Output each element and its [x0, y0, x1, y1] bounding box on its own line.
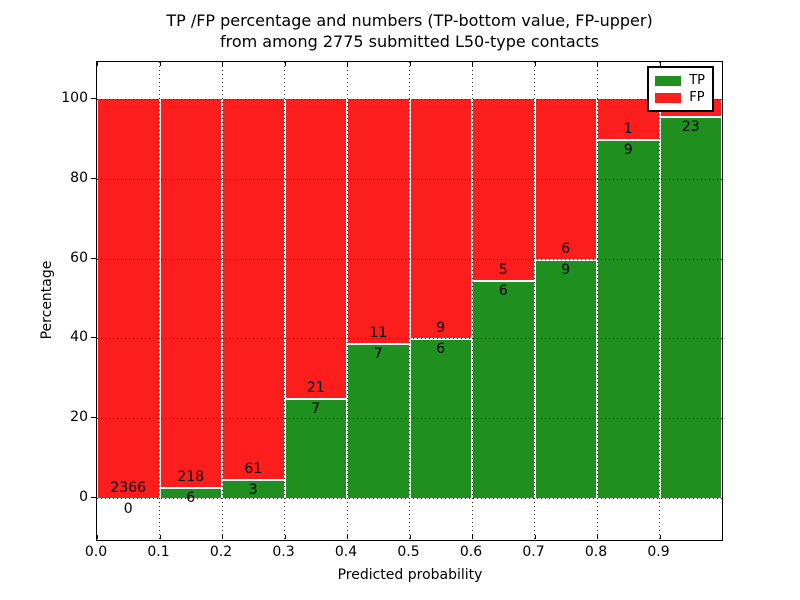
- x-tick-mark-bottom: [284, 535, 286, 539]
- bar-fp-count-label: 61: [244, 461, 263, 478]
- x-tick-mark-top: [222, 62, 223, 66]
- gridline-vertical: [471, 62, 473, 540]
- x-tick-mark-top: [284, 62, 286, 66]
- x-tick-mark-top: [597, 62, 598, 66]
- bar-fp-segment: [284, 99, 347, 399]
- bar-fp-count-label: 21: [306, 380, 325, 397]
- bar-tp-count-label: 3: [248, 482, 258, 499]
- x-tick-mark-bottom: [159, 535, 161, 539]
- bar-tp-count-label: 23: [681, 118, 700, 135]
- x-tick-label: 0.1: [147, 544, 170, 560]
- bar-tp-segment: [284, 398, 347, 498]
- bar-fp-count-label: 9: [436, 320, 446, 337]
- legend-label: FP: [689, 90, 705, 105]
- bar-tp-count-label: 0: [123, 501, 133, 517]
- x-tick-label: 0.0: [84, 544, 108, 560]
- bar-fp-segment: [409, 99, 472, 339]
- x-tick-mark-bottom: [409, 535, 411, 539]
- chart-title-line2: from among 2775 submitted L50-type conta…: [219, 32, 600, 51]
- bar-fp-count-label: 5: [498, 262, 508, 279]
- legend-entry: TP: [655, 72, 705, 89]
- bar-fp-count-label: 218: [177, 469, 205, 486]
- x-tick-mark-bottom: [597, 535, 598, 539]
- bar-fp-count-label: 6: [561, 240, 571, 257]
- bar-tp-count-label: 6: [498, 283, 508, 300]
- y-tick-label: 0: [79, 489, 88, 505]
- x-tick-mark-bottom: [347, 535, 348, 539]
- y-tick-mark: [91, 177, 97, 179]
- gridline-vertical: [159, 62, 160, 540]
- bar-tp-count-label: 9: [561, 261, 571, 278]
- x-tick-label: 0.9: [647, 544, 670, 560]
- y-tick-label: 80: [70, 169, 88, 186]
- x-axis-label: Predicted probability: [337, 567, 483, 583]
- x-tick-mark-top: [472, 62, 473, 66]
- x-tick-mark-top: [409, 62, 411, 66]
- y-tick-mark: [91, 337, 97, 339]
- x-tick-mark-bottom: [659, 535, 661, 539]
- x-tick-mark-top: [159, 62, 161, 66]
- bar-fp-count-label: 11: [369, 324, 388, 341]
- bar-fp-count-label: 1: [623, 120, 633, 137]
- y-tick-mark: [91, 98, 97, 99]
- x-tick-label: 0.8: [584, 544, 608, 560]
- legend-label: TP: [689, 73, 705, 88]
- gridline-vertical: [534, 62, 535, 540]
- y-tick-label: 20: [70, 409, 88, 426]
- gridline-vertical: [659, 62, 660, 540]
- x-tick-label: 0.7: [522, 544, 545, 560]
- x-tick-label: 0.6: [459, 544, 483, 560]
- y-tick-mark: [91, 257, 97, 259]
- y-tick-label: 60: [70, 249, 88, 266]
- chart-title-line1: TP /FP percentage and numbers (TP-bottom…: [166, 11, 653, 30]
- bar-fp-count-label: 2366: [110, 480, 147, 496]
- y-tick-label: 40: [70, 329, 88, 346]
- legend-entry: FP: [655, 89, 705, 106]
- tp-swatch-icon: [655, 75, 682, 86]
- chart-title: TP /FP percentage and numbers (TP-bottom…: [97, 10, 722, 52]
- bar-tp-count-label: 7: [311, 401, 321, 418]
- bar-fp-segment: [472, 99, 535, 281]
- y-tick-mark: [91, 417, 97, 419]
- gridline-vertical: [596, 62, 598, 540]
- bar-tp-count-label: 6: [436, 341, 446, 358]
- bar-fp-segment: [159, 99, 222, 488]
- bar-tp-segment: [347, 342, 410, 498]
- x-tick-mark-bottom: [97, 535, 98, 539]
- fp-swatch-icon: [655, 92, 682, 103]
- bar-fp-segment: [347, 99, 410, 343]
- gridline-vertical: [221, 62, 223, 540]
- gridline-vertical: [409, 62, 410, 540]
- legend: TP FP: [647, 66, 714, 112]
- x-tick-mark-top: [534, 62, 536, 66]
- y-tick-mark: [91, 497, 97, 498]
- bar-tp-count-label: 9: [623, 141, 633, 158]
- bar-tp-segment: [597, 138, 660, 498]
- x-tick-mark-top: [659, 62, 661, 66]
- gridline-vertical: [284, 62, 285, 540]
- bar-tp-count-label: 7: [373, 345, 383, 362]
- bar-tp-segment: [472, 280, 535, 498]
- x-tick-mark-top: [97, 62, 98, 66]
- x-tick-label: 0.3: [272, 544, 295, 560]
- x-tick-mark-bottom: [222, 535, 223, 539]
- x-tick-mark-bottom: [472, 535, 473, 539]
- x-tick-label: 0.5: [397, 544, 420, 560]
- y-tick-label: 100: [61, 90, 88, 106]
- bar-tp-count-label: 6: [186, 490, 196, 507]
- x-tick-label: 0.2: [209, 544, 233, 560]
- bar-tp-segment: [534, 258, 597, 498]
- bar-tp-segment: [659, 115, 722, 498]
- bar-fp-segment: [222, 99, 285, 480]
- bar-fp-segment: [97, 99, 160, 498]
- x-tick-label: 0.4: [334, 544, 358, 560]
- x-tick-mark-top: [347, 62, 348, 66]
- gridline-vertical: [346, 62, 348, 540]
- x-tick-mark-bottom: [534, 535, 536, 539]
